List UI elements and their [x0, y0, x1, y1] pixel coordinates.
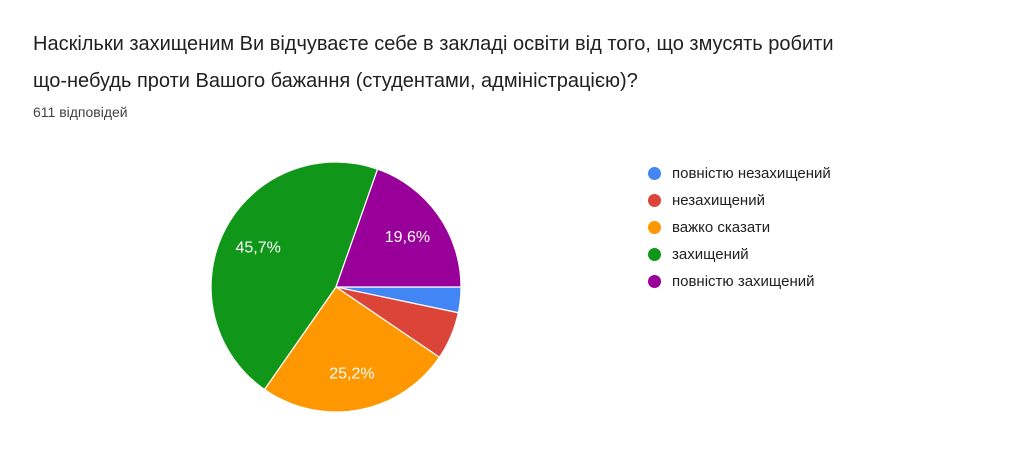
pie-slice-3[interactable] [263, 286, 440, 413]
legend-label: захищений [672, 246, 749, 263]
legend-label: повністю захищений [672, 273, 815, 290]
legend-label: незахищений [672, 192, 765, 209]
slice-label-4: 45,7% [236, 240, 281, 257]
pie-chart: 25,2% 45,7% 19,6% [209, 160, 463, 414]
legend-swatch [648, 221, 661, 234]
question-title: Наскільки захищеним Ви відчуваєте себе в… [33, 26, 983, 100]
legend-swatch [648, 248, 661, 261]
slice-label-5: 19,6% [385, 229, 430, 246]
legend-label: важко сказати [672, 219, 771, 236]
chart-legend: повністю незахищений незахищений важко ска… [648, 160, 831, 295]
legend-swatch [648, 194, 661, 207]
legend-swatch [648, 167, 661, 180]
legend-item: важко сказати [648, 214, 831, 241]
question-title-line2: що-небудь проти Вашого бажання (студента… [33, 70, 638, 92]
pie-svg: 25,2% 45,7% 19,6% [210, 161, 462, 413]
legend-item: повністю незахищений [648, 160, 831, 187]
legend-swatch [648, 275, 661, 288]
pie-slice-4[interactable] [210, 161, 379, 391]
legend-label: повністю незахищений [672, 165, 831, 182]
legend-item: захищений [648, 241, 831, 268]
pie-slice-5[interactable] [335, 168, 462, 288]
responses-count: 611 відповідей [33, 104, 128, 120]
slice-label-3: 25,2% [329, 366, 374, 383]
legend-item: повністю захищений [648, 268, 831, 295]
legend-item: незахищений [648, 187, 831, 214]
question-title-line1: Наскільки захищеним Ви відчуваєте себе в… [33, 33, 834, 55]
